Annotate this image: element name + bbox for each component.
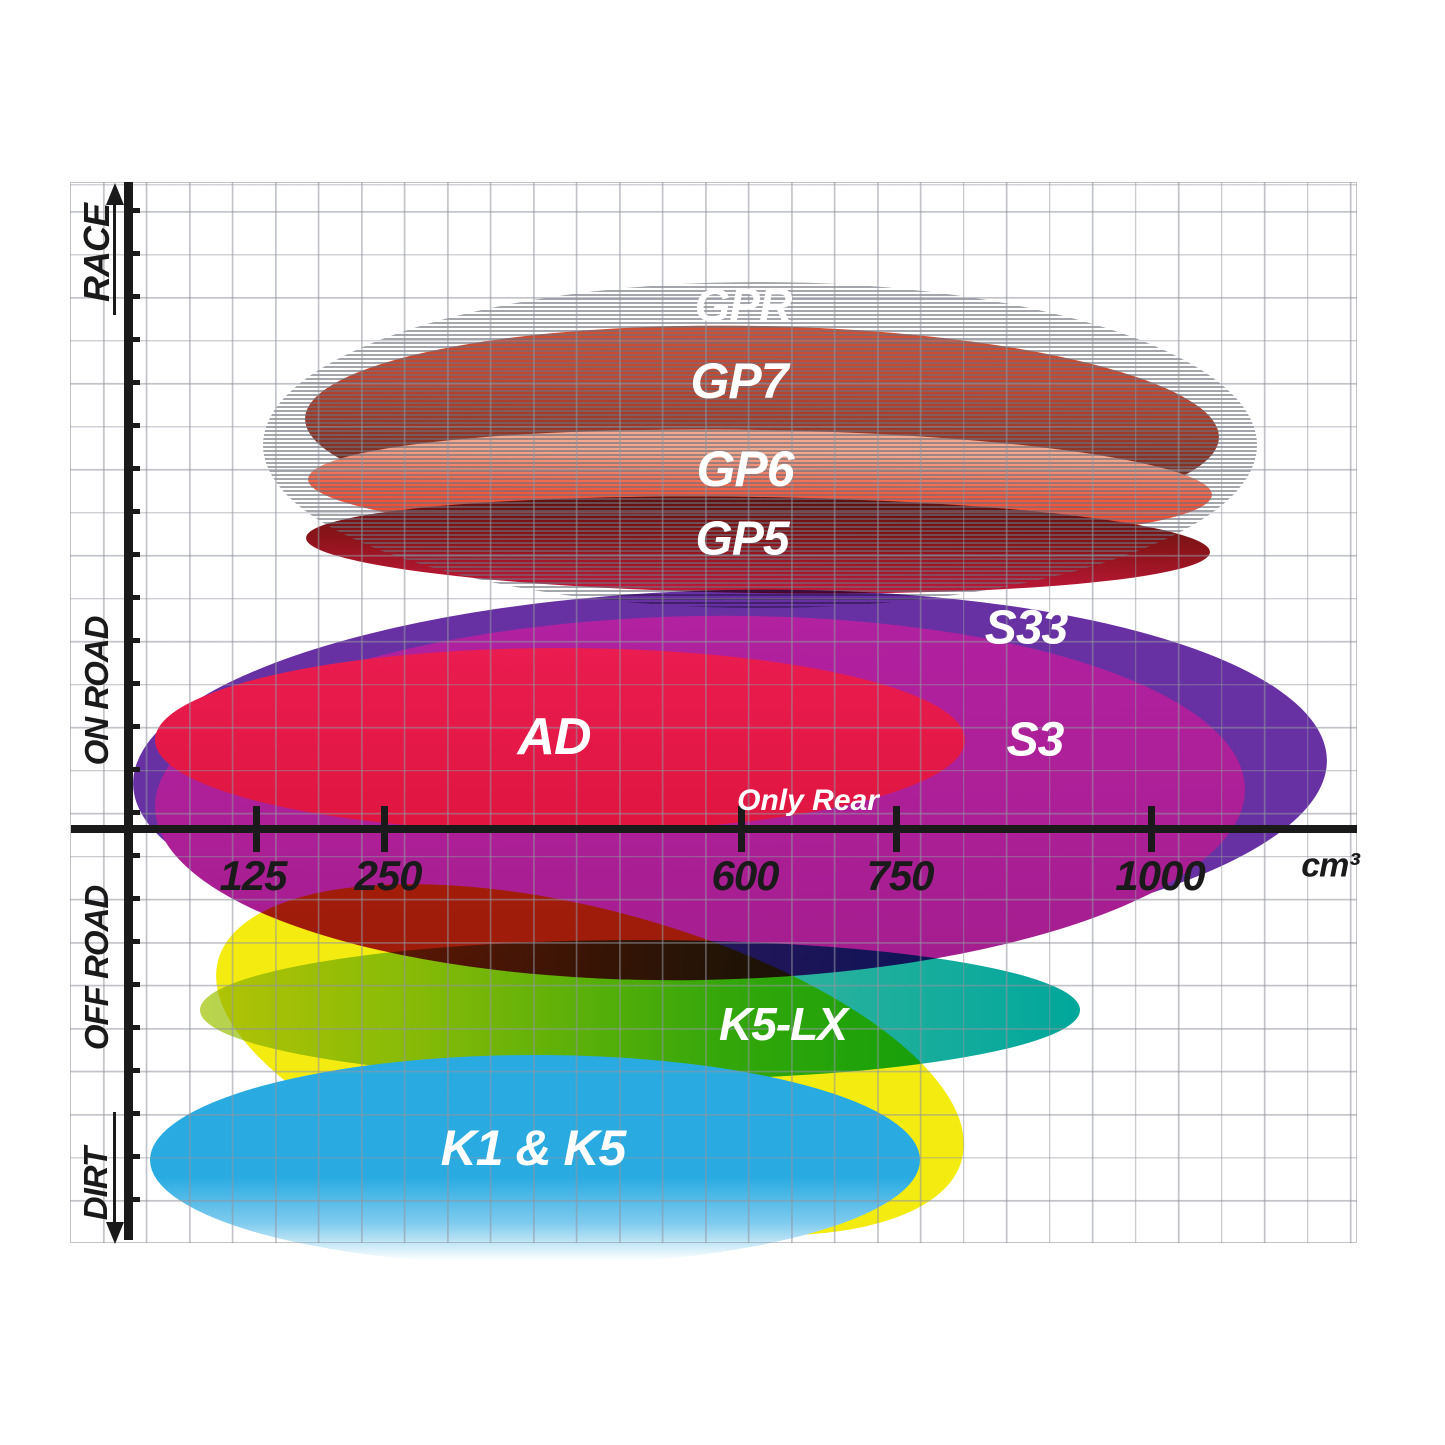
x-tick-label-250: 250 — [354, 852, 422, 899]
label-gp7: GP7 — [690, 353, 788, 409]
label-only-rear: Only Rear — [737, 784, 879, 817]
y-axis-tick-nubs — [133, 208, 140, 1218]
label-gpr: GPR — [694, 279, 793, 331]
label-k5lx: K5-LX — [719, 998, 848, 1050]
y-label-off-road: OFF ROAD — [78, 885, 115, 1051]
x-tick-600 — [738, 806, 745, 852]
label-ad: AD — [517, 708, 591, 766]
grid — [70, 182, 1357, 1243]
x-tick-1000 — [1148, 806, 1155, 852]
y-label-dirt: DIRT — [77, 1147, 114, 1221]
x-tick-label-125: 125 — [219, 852, 287, 899]
x-axis-line — [71, 825, 1357, 833]
race-arrow-line — [113, 203, 116, 315]
race-arrow-up-icon — [106, 183, 124, 205]
dirt-arrow-down-icon — [106, 1222, 124, 1244]
label-k1-k5: K1 & K5 — [440, 1120, 627, 1176]
label-gp6: GP6 — [696, 441, 794, 497]
dirt-arrow-line — [113, 1112, 116, 1224]
x-axis-unit-label: cm³ — [1301, 846, 1359, 885]
label-gp5: GP5 — [695, 512, 789, 566]
y-label-race: RACE — [76, 203, 117, 303]
x-tick-label-750: 750 — [866, 852, 934, 899]
x-tick-250 — [381, 806, 388, 852]
x-tick-label-600: 600 — [711, 852, 779, 899]
label-s3: S3 — [1006, 713, 1065, 767]
y-axis-line — [124, 182, 133, 1240]
label-s33: S33 — [984, 601, 1068, 655]
y-label-on-road: ON ROAD — [78, 616, 115, 766]
x-tick-125 — [253, 806, 260, 852]
x-tick-label-1000: 1000 — [1115, 852, 1205, 899]
x-tick-750 — [893, 806, 900, 852]
